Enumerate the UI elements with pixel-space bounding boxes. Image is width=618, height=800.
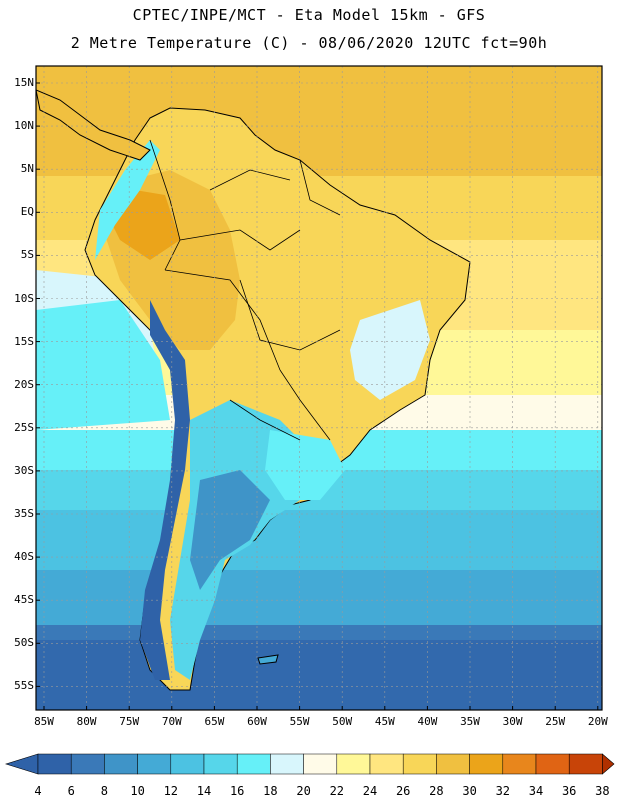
- ocean-pacific-16: [36, 300, 170, 430]
- southeast-brazil-cool: [350, 300, 430, 400]
- ocean-caribbean: [36, 66, 602, 176]
- colorbar-low-arrow: [4, 753, 39, 775]
- colorbar-segment: [336, 753, 371, 775]
- colorbar-segment: [170, 753, 205, 775]
- andes-cold-strip: [140, 300, 190, 680]
- lon-label: 40W: [417, 715, 438, 728]
- colorbar-segment: [203, 753, 238, 775]
- colorbar-segment: [270, 753, 304, 775]
- lon-label: 25W: [545, 715, 566, 728]
- lat-label: EQ: [20, 205, 34, 219]
- lat-label: 50S: [14, 636, 34, 650]
- colorbar-segment: [236, 753, 271, 775]
- lat-label: 15N: [14, 76, 34, 89]
- colorbar-segment: [303, 753, 338, 775]
- central-america: [36, 89, 151, 161]
- colorbar-segment: [502, 753, 537, 775]
- colorbar-segment: [137, 753, 172, 775]
- title-line-1: CPTEC/INPE/MCT - Eta Model 15km - GFS: [132, 6, 486, 24]
- lat-label: 20S: [14, 377, 34, 391]
- axis-ticks: [36, 82, 599, 710]
- colorbar-label: 14: [196, 784, 212, 798]
- colorbar-label: 4: [34, 784, 42, 798]
- lat-label: 10N: [14, 119, 34, 133]
- lat-lon-grid: [36, 66, 602, 710]
- colorbar-label: 30: [462, 784, 477, 798]
- country-borders: [149, 139, 341, 441]
- falkland-islands: [257, 654, 279, 665]
- lon-label: 70W: [161, 715, 182, 728]
- colorbar-label: 12: [163, 784, 179, 798]
- colorbar-segment: [469, 753, 504, 775]
- colorbar-segment: [104, 753, 138, 775]
- lat-label: 55S: [14, 679, 34, 693]
- colorbar-label: 28: [429, 784, 444, 798]
- lon-label: 30W: [502, 715, 523, 728]
- lat-label: 40S: [14, 550, 34, 564]
- ocean-band-12: [36, 510, 602, 570]
- colorbar: [4, 753, 615, 775]
- lat-label: 45S: [14, 593, 34, 607]
- lon-label: 55W: [289, 715, 310, 728]
- lat-label: 5N: [20, 162, 34, 176]
- lat-label: 5S: [20, 248, 34, 262]
- title-line-2: 2 Metre Temperature (C) - 08/06/2020 12U…: [70, 34, 548, 52]
- lon-label: 50W: [332, 715, 353, 728]
- lon-label: 20W: [587, 715, 608, 728]
- colorbar-label: 38: [595, 784, 610, 798]
- lat-label: 30S: [14, 463, 34, 477]
- lon-label: 60W: [247, 715, 267, 728]
- colorbar-segment: [70, 753, 105, 775]
- colorbar-label: 8: [100, 784, 108, 798]
- lon-label: 35W: [460, 715, 480, 728]
- lon-label: 80W: [76, 715, 97, 728]
- colorbar-label: 24: [362, 784, 378, 798]
- colorbar-segment: [436, 753, 470, 775]
- ocean-band-4: [36, 640, 602, 710]
- colorbar-segment: [37, 753, 72, 775]
- colorbar-segment: [402, 753, 437, 775]
- lon-label: 65W: [204, 715, 225, 728]
- colorbar-label: 26: [395, 784, 411, 798]
- colorbar-label: 20: [296, 784, 311, 798]
- colorbar-label: 16: [229, 784, 245, 798]
- colorbar-segment: [369, 753, 404, 775]
- lat-label: 35S: [14, 507, 34, 520]
- colorbar-label: 10: [130, 784, 145, 798]
- colorbar-label: 6: [67, 784, 75, 798]
- colorbar-label: 36: [561, 784, 577, 798]
- lon-label: 85W: [34, 715, 54, 728]
- colorbar-high-arrow: [602, 753, 615, 775]
- northern-andes-cool: [95, 140, 160, 260]
- colorbar-label: 32: [495, 784, 511, 798]
- lat-label: 15S: [14, 334, 34, 348]
- colorbar-label: 34: [528, 784, 544, 798]
- colorbar-label: 18: [263, 784, 278, 798]
- colorbar-label: 22: [329, 784, 345, 798]
- lat-label: 25S: [14, 420, 34, 434]
- patagonia-cold-region: [190, 470, 270, 590]
- lon-label: 75W: [119, 715, 140, 728]
- map-frame: [35, 65, 603, 711]
- lon-label: 45W: [374, 715, 395, 728]
- uruguay-cool-region: [265, 430, 345, 500]
- colorbar-segment: [535, 753, 570, 775]
- colorbar-segment: [568, 753, 603, 775]
- lat-label: 10S: [14, 291, 34, 305]
